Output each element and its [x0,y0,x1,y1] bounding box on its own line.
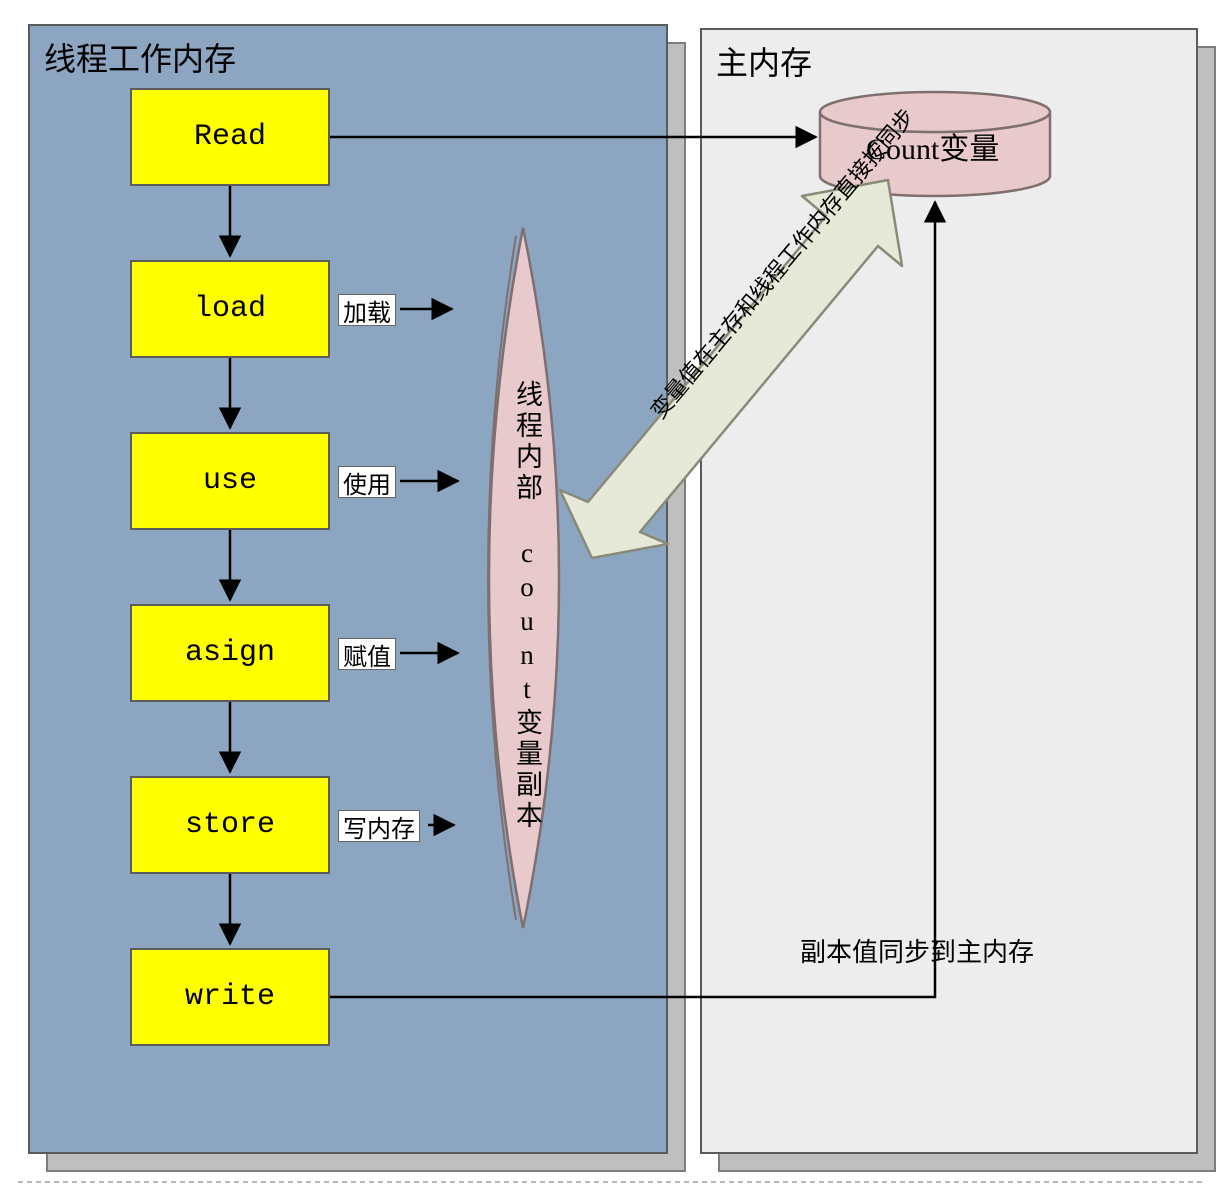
panel-main-memory [700,28,1216,1172]
step-write: write [130,948,330,1046]
edge-write-label: 副本值同步到主内存 [800,932,1034,969]
step-store: store [130,776,330,874]
tag-asign: 赋值 [338,638,396,670]
step-use: use [130,432,330,530]
step-read: Read [130,88,330,186]
tag-load: 加载 [338,294,396,326]
step-asign: asign [130,604,330,702]
panel-thread-memory [28,24,686,1172]
step-load: load [130,260,330,358]
panel-main-memory-title: 主内存 [716,38,812,84]
diagram-canvas: 线程工作内存 主内存 Read load use asign store wri… [0,0,1222,1204]
tag-store: 写内存 [338,810,420,842]
lens-label: 线程内部 count变量副本 [508,380,547,832]
panel-thread-memory-title: 线程工作内存 [44,34,236,80]
tag-use: 使用 [338,466,396,498]
